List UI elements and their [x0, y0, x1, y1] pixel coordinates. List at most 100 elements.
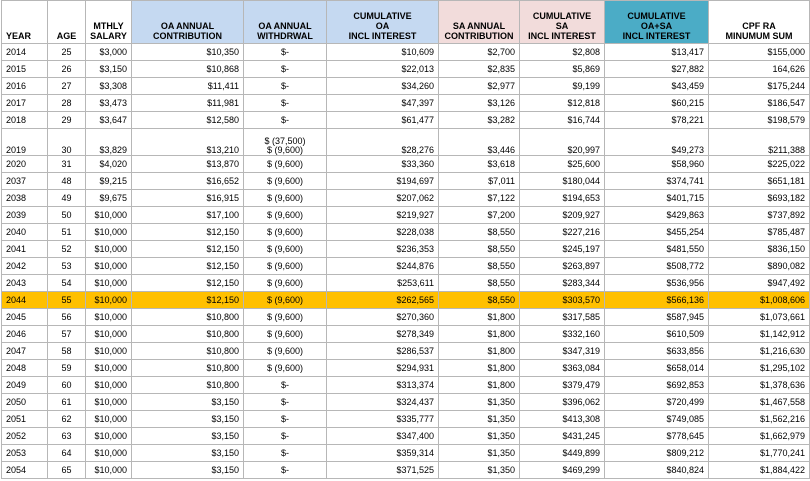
- table-cell: 29: [47, 111, 86, 129]
- table-cell: $1,295,102: [708, 359, 810, 377]
- header-line: CUMULATIVE: [627, 11, 686, 21]
- table-cell: $3,150: [131, 444, 244, 462]
- table-cell: $2,835: [438, 60, 520, 78]
- column-header: MTHLY SALARY: [85, 0, 132, 44]
- table-cell: 2048: [1, 359, 48, 377]
- column-header: OA ANNUAL CONTRIBUTION: [131, 0, 244, 44]
- table-cell: $1,350: [438, 393, 520, 411]
- table-cell: 2015: [1, 60, 48, 78]
- table-row: 2014 25 $3,000 $10,350 $- $10,609 $2,700 $2,808…: [1, 43, 810, 61]
- column-header: AGE: [47, 0, 86, 44]
- header-line: OA ANNUAL: [258, 21, 312, 31]
- table-cell: $651,181: [708, 172, 810, 190]
- table-cell: $396,062: [519, 393, 605, 411]
- table-cell: 2044: [1, 291, 48, 309]
- table-cell: 60: [47, 376, 86, 394]
- table-cell: $720,499: [604, 393, 709, 411]
- table-cell: $211,388: [708, 128, 810, 156]
- table-cell: $12,580: [131, 111, 244, 129]
- table-cell: 2038: [1, 189, 48, 207]
- table-cell: $-: [243, 94, 327, 112]
- table-cell: $10,000: [85, 444, 132, 462]
- table-cell: $347,319: [519, 342, 605, 360]
- table-cell: $186,547: [708, 94, 810, 112]
- table-cell: 2043: [1, 274, 48, 292]
- table-cell: $270,360: [326, 308, 439, 326]
- header-line: SA: [555, 21, 569, 31]
- header-line: MINUMUM SUM: [725, 31, 793, 41]
- table-cell: $455,254: [604, 223, 709, 241]
- table-cell: 2041: [1, 240, 48, 258]
- table-row: 2046 57 $10,000 $10,800 $ (9,600) $278,349 $1,…: [1, 325, 810, 343]
- table-cell: $4,020: [85, 155, 132, 173]
- table-cell: $244,876: [326, 257, 439, 275]
- table-row: 2049 60 $10,000 $10,800 $- $313,374 $1,800 $379…: [1, 376, 810, 394]
- table-cell: 27: [47, 77, 86, 95]
- table-cell: $10,000: [85, 257, 132, 275]
- table-cell: $-: [243, 410, 327, 428]
- table-cell: $28,276: [326, 128, 439, 156]
- table-cell: $-: [243, 60, 327, 78]
- table-cell: $43,459: [604, 77, 709, 95]
- header-line: OA ANNUAL: [160, 21, 215, 31]
- table-cell: $9,675: [85, 189, 132, 207]
- table-cell: $347,400: [326, 427, 439, 445]
- table-cell: 28: [47, 94, 86, 112]
- table-row: 2044 55 $10,000 $12,150 $ (9,600) $262,565 $8,…: [1, 291, 810, 309]
- table-row: 2018 29 $3,647 $12,580 $- $61,477 $3,282 $16,74…: [1, 111, 810, 129]
- header-line: INCL INTEREST: [348, 31, 417, 41]
- table-cell: 2049: [1, 376, 48, 394]
- table-cell: 2037: [1, 172, 48, 190]
- table-cell: $610,509: [604, 325, 709, 343]
- table-cell: $ (9,600): [243, 325, 327, 343]
- table-cell: $225,022: [708, 155, 810, 173]
- table-cell: $33,360: [326, 155, 439, 173]
- table-cell: $2,700: [438, 43, 520, 61]
- table-cell: $194,697: [326, 172, 439, 190]
- table-row: 2016 27 $3,308 $11,411 $- $34,260 $2,977 $9,199…: [1, 77, 810, 95]
- table-cell: $401,715: [604, 189, 709, 207]
- table-cell: $890,082: [708, 257, 810, 275]
- table-cell: $12,818: [519, 94, 605, 112]
- table-cell: $469,299: [519, 461, 605, 479]
- table-cell: $228,038: [326, 223, 439, 241]
- column-header: CPF RA MINUMUM SUM: [708, 0, 810, 44]
- header-line: MTHLY: [93, 21, 124, 31]
- table-cell: $ (9,600): [243, 155, 327, 173]
- table-cell: $379,479: [519, 376, 605, 394]
- table-cell: $1,350: [438, 410, 520, 428]
- column-header: CUMULATIVE OA+SA INCL INTEREST: [604, 0, 709, 44]
- table-cell: 54: [47, 274, 86, 292]
- table-cell: 62: [47, 410, 86, 428]
- table-cell: 2051: [1, 410, 48, 428]
- table-cell: $-: [243, 43, 327, 61]
- table-cell: 50: [47, 206, 86, 224]
- table-cell: $1,142,912: [708, 325, 810, 343]
- table-cell: $8,550: [438, 240, 520, 258]
- table-cell: 2014: [1, 43, 48, 61]
- table-cell: $1,350: [438, 427, 520, 445]
- table-cell: $1,350: [438, 461, 520, 479]
- table-cell: $778,645: [604, 427, 709, 445]
- table-cell: $47,397: [326, 94, 439, 112]
- table-cell: $ (9,600): [243, 359, 327, 377]
- table-row: 2019 30 $3,829 $13,210 $ (37,500) $ (9,600) $2…: [1, 128, 810, 156]
- table-cell: $587,945: [604, 308, 709, 326]
- header-line: INCL INTEREST: [622, 31, 691, 41]
- table-cell: $11,981: [131, 94, 244, 112]
- table-cell: $737,892: [708, 206, 810, 224]
- cell-line: $ (37,500): [264, 136, 306, 146]
- table-cell: $3,308: [85, 77, 132, 95]
- header-line: SA ANNUAL: [452, 21, 506, 31]
- table-cell: $13,417: [604, 43, 709, 61]
- header-line: OA+SA: [640, 21, 673, 31]
- table-cell: $-: [243, 77, 327, 95]
- table-cell: $227,216: [519, 223, 605, 241]
- table-cell: $ (9,600): [243, 308, 327, 326]
- table-cell: 57: [47, 325, 86, 343]
- table-cell: 2046: [1, 325, 48, 343]
- column-header: YEAR: [1, 0, 48, 44]
- table-row: 2015 26 $3,150 $10,868 $- $22,013 $2,835 $5,869…: [1, 60, 810, 78]
- table-cell: $3,829: [85, 128, 132, 156]
- table-cell: 2047: [1, 342, 48, 360]
